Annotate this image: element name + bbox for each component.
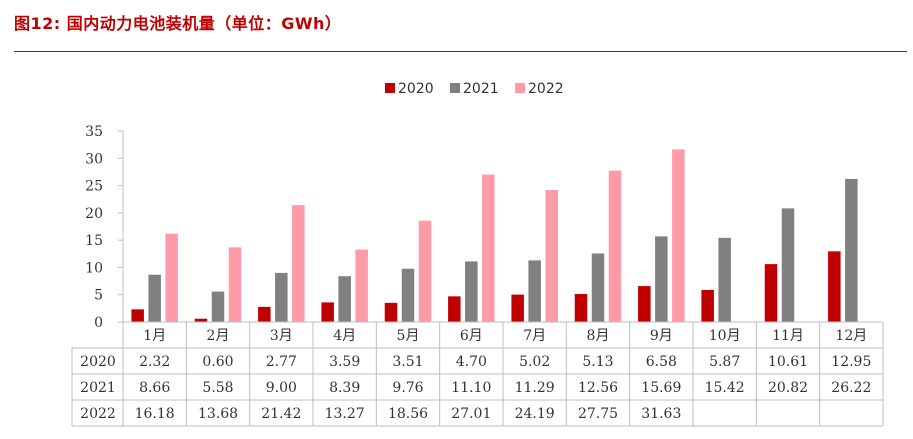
- table-cell: 27.75: [578, 406, 618, 422]
- table-cell: 5.87: [709, 354, 740, 370]
- x-tick-label: 6月: [460, 328, 483, 344]
- y-tick-label: 10: [85, 260, 103, 276]
- table-cell: 26.22: [831, 380, 871, 396]
- y-tick-label: 30: [85, 151, 103, 167]
- bar-2021-10月: [718, 237, 731, 322]
- table-cell: 3.51: [392, 354, 423, 370]
- bar-2020-7月: [511, 294, 524, 322]
- bar-2020-9月: [638, 286, 651, 322]
- table-cell: 11.29: [515, 380, 555, 396]
- table-cell: 8.66: [139, 380, 170, 396]
- bar-2021-5月: [401, 268, 415, 322]
- table-cell: 15.69: [641, 380, 681, 396]
- bar-2020-4月: [321, 302, 334, 322]
- table-cell: 5.02: [519, 354, 550, 370]
- bar-2022-8月: [608, 170, 622, 322]
- y-tick-label: 5: [94, 288, 103, 304]
- table-cell: 9.00: [266, 380, 297, 396]
- table-cell: 27.01: [451, 406, 491, 422]
- bar-2021-11月: [781, 208, 795, 322]
- table-cell: 13.27: [325, 406, 365, 422]
- table-cell: 9.76: [392, 380, 423, 396]
- table-cell: 16.18: [135, 406, 175, 422]
- bar-2021-8月: [591, 253, 605, 322]
- bar-2022-9月: [672, 149, 685, 322]
- bar-2022-1月: [165, 233, 178, 322]
- table-cell: 12.95: [831, 354, 871, 370]
- table-cell: 3.59: [329, 354, 360, 370]
- table-cell: 0.60: [202, 354, 233, 370]
- bar-2021-12月: [845, 178, 858, 322]
- x-tick-label: 12月: [835, 328, 867, 344]
- bar-2022-4月: [355, 249, 368, 322]
- x-tick-label: 8月: [587, 328, 610, 344]
- legend-label-2022: 2022: [528, 81, 564, 97]
- bar-2020-2月: [194, 318, 208, 322]
- table-cell: 2.77: [266, 354, 297, 370]
- bar-2020-10月: [701, 289, 714, 322]
- x-tick-label: 11月: [772, 328, 804, 344]
- table-cell: 18.56: [388, 406, 428, 422]
- y-tick-label: 15: [85, 233, 103, 249]
- bar-2020-11月: [764, 264, 778, 322]
- bar-2022-2月: [228, 247, 242, 322]
- bar-2022-6月: [482, 174, 495, 322]
- table-cell: 24.19: [515, 406, 555, 422]
- bar-2022-5月: [418, 220, 432, 322]
- table-row-label: 2022: [80, 406, 116, 422]
- y-tick-label: 25: [85, 179, 103, 195]
- table-cell: 10.61: [768, 354, 808, 370]
- bar-2020-8月: [574, 294, 588, 322]
- bar-2022-3月: [292, 205, 305, 322]
- x-tick-label: 1月: [143, 328, 166, 344]
- table-cell: 11.10: [451, 380, 491, 396]
- x-tick-label: 7月: [523, 328, 546, 344]
- table-cell: 13.68: [198, 406, 238, 422]
- legend-label-2021: 2021: [463, 81, 499, 97]
- bar-2020-1月: [131, 309, 144, 322]
- bar-2020-12月: [828, 251, 841, 322]
- table-cell: 6.58: [646, 354, 677, 370]
- x-tick-label: 3月: [270, 328, 293, 344]
- table-row-label: 2020: [80, 354, 116, 370]
- legend-swatch-2021: [450, 83, 460, 93]
- table-cell: 20.82: [768, 380, 808, 396]
- table-cell: 31.63: [641, 406, 681, 422]
- bar-2021-3月: [275, 272, 288, 322]
- bar-2021-2月: [211, 291, 225, 322]
- bar-2021-1月: [148, 274, 161, 322]
- y-tick-label: 35: [85, 124, 103, 140]
- x-tick-label: 4月: [333, 328, 356, 344]
- bar-2020-3月: [258, 306, 271, 322]
- bar-2021-9月: [655, 236, 668, 322]
- x-tick-label: 9月: [650, 328, 673, 344]
- bar-2020-6月: [448, 296, 461, 322]
- table-row-label: 2021: [80, 380, 116, 396]
- table-cell: 5.58: [202, 380, 233, 396]
- y-tick-label: 0: [94, 315, 103, 331]
- figure-title: 图12: 国内动力电池装机量（单位：GWh）: [14, 14, 342, 33]
- bar-2020-5月: [384, 302, 398, 322]
- legend-label-2020: 2020: [398, 81, 434, 97]
- table-cell: 21.42: [261, 406, 301, 422]
- x-tick-label: 10月: [709, 328, 741, 344]
- table-cell: 4.70: [456, 354, 487, 370]
- table-cell: 5.13: [582, 354, 613, 370]
- x-tick-label: 2月: [207, 328, 230, 344]
- legend-swatch-2020: [385, 83, 395, 93]
- bar-2022-7月: [545, 189, 558, 322]
- table-cell: 2.32: [139, 354, 170, 370]
- legend-swatch-2022: [515, 83, 525, 93]
- table-cell: 8.39: [329, 380, 360, 396]
- table-cell: 12.56: [578, 380, 618, 396]
- title-rule: [14, 51, 907, 52]
- x-tick-label: 5月: [397, 328, 420, 344]
- bar-2021-7月: [528, 260, 541, 322]
- bar-2021-4月: [338, 276, 351, 322]
- bar-2021-6月: [465, 261, 478, 322]
- y-tick-label: 20: [85, 206, 103, 222]
- table-cell: 15.42: [705, 380, 745, 396]
